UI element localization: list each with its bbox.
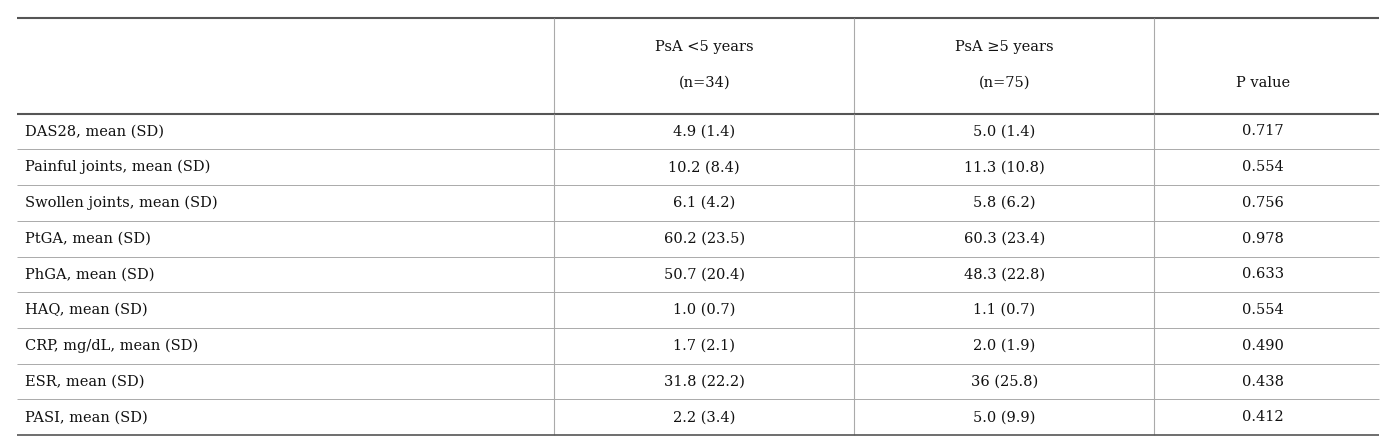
Text: PsA ≥5 years: PsA ≥5 years (955, 40, 1054, 54)
Text: 10.2 (8.4): 10.2 (8.4) (669, 160, 740, 174)
Text: HAQ, mean (SD): HAQ, mean (SD) (25, 303, 148, 317)
Text: CRP, mg/dL, mean (SD): CRP, mg/dL, mean (SD) (25, 339, 198, 353)
Text: (n=75): (n=75) (979, 76, 1030, 90)
Text: 50.7 (20.4): 50.7 (20.4) (663, 267, 745, 281)
Text: Painful joints, mean (SD): Painful joints, mean (SD) (25, 160, 211, 174)
Text: 1.1 (0.7): 1.1 (0.7) (973, 303, 1036, 317)
Text: 36 (25.8): 36 (25.8) (970, 375, 1039, 388)
Text: 5.0 (1.4): 5.0 (1.4) (973, 124, 1036, 139)
Text: 0.756: 0.756 (1242, 196, 1283, 210)
Text: 6.1 (4.2): 6.1 (4.2) (673, 196, 736, 210)
Text: 0.978: 0.978 (1242, 232, 1283, 246)
Text: 0.554: 0.554 (1242, 160, 1283, 174)
Text: 2.0 (1.9): 2.0 (1.9) (973, 339, 1036, 353)
Text: 48.3 (22.8): 48.3 (22.8) (963, 267, 1046, 281)
Text: 11.3 (10.8): 11.3 (10.8) (965, 160, 1044, 174)
Text: 2.2 (3.4): 2.2 (3.4) (673, 410, 736, 424)
Text: PhGA, mean (SD): PhGA, mean (SD) (25, 267, 155, 281)
Text: 5.8 (6.2): 5.8 (6.2) (973, 196, 1036, 210)
Text: 0.490: 0.490 (1242, 339, 1283, 353)
Text: P value: P value (1235, 76, 1290, 90)
Text: Swollen joints, mean (SD): Swollen joints, mean (SD) (25, 196, 218, 210)
Text: 1.0 (0.7): 1.0 (0.7) (673, 303, 736, 317)
Text: 60.2 (23.5): 60.2 (23.5) (663, 232, 745, 246)
Text: 0.554: 0.554 (1242, 303, 1283, 317)
Text: 4.9 (1.4): 4.9 (1.4) (673, 124, 736, 139)
Text: 0.438: 0.438 (1241, 375, 1284, 388)
Text: 0.717: 0.717 (1242, 124, 1283, 139)
Text: 0.633: 0.633 (1241, 267, 1284, 281)
Text: 60.3 (23.4): 60.3 (23.4) (963, 232, 1046, 246)
Text: ESR, mean (SD): ESR, mean (SD) (25, 375, 145, 388)
Text: PsA <5 years: PsA <5 years (655, 40, 754, 54)
Text: 31.8 (22.2): 31.8 (22.2) (664, 375, 744, 388)
Text: 0.412: 0.412 (1242, 410, 1283, 424)
Text: DAS28, mean (SD): DAS28, mean (SD) (25, 124, 165, 139)
Text: 5.0 (9.9): 5.0 (9.9) (973, 410, 1036, 424)
Text: (n=34): (n=34) (678, 76, 730, 90)
Text: 1.7 (2.1): 1.7 (2.1) (673, 339, 736, 353)
Text: PtGA, mean (SD): PtGA, mean (SD) (25, 232, 151, 246)
Text: PASI, mean (SD): PASI, mean (SD) (25, 410, 148, 424)
